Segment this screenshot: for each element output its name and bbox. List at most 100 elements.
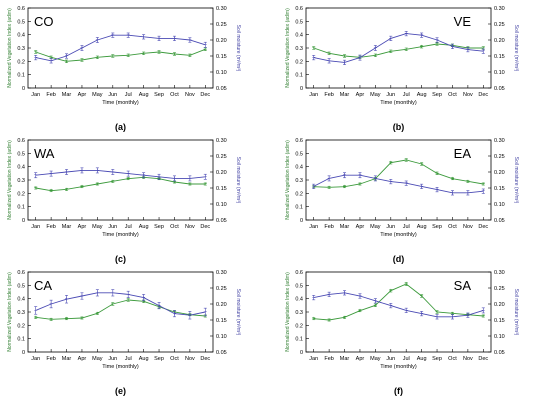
chart-ca-right-axis-label: Soil moisture (m³/m³) [235,289,241,336]
chart-ve-series-soil-line [313,33,484,63]
chart-ea-series-ndvi-point: + [358,182,362,188]
chart-ve-right-tick-label: 0.25 [494,22,505,28]
chart-co-series-ndvi-point: + [111,54,115,60]
chart-ea-x-tick-label: Mar [340,224,350,230]
chart-sa-left-tick-label: 0.1 [295,337,303,343]
chart-ea-series-soil-point: + [435,188,439,194]
chart-co-series-soil-point: + [34,56,38,62]
chart-ea-x-tick-label: Jan [309,224,318,230]
chart-ca-left-tick-label: 0.4 [17,297,25,303]
chart-wa-series-soil-point: + [126,172,130,178]
chart-wa-x-tick-label: Jul [125,224,132,230]
chart-ea-x-tick-label: Jul [403,224,410,230]
chart-sa-right-tick-label: 0.20 [494,302,505,308]
chart-ea-left-tick-label: 0.6 [295,138,303,144]
chart-sa-series-soil-point: + [374,299,378,305]
chart-ve-x-tick-label: Jun [386,92,395,98]
chart-co-left-tick-label: 0.5 [17,19,25,25]
chart-ea-x-tick-label: Sep [432,224,442,230]
chart-sa-x-tick-label: Nov [463,356,473,362]
chart-co-series-ndvi-point: + [204,47,208,53]
chart-sa-series-soil-point: + [358,294,362,300]
chart-wa-caption: (c) [115,254,126,264]
chart-sa-x-tick-label: May [370,356,381,362]
chart-ea-left-tick-label: 0 [300,218,303,224]
chart-ve-left-tick-label: 0.3 [295,46,303,52]
chart-co-x-tick-label: Dec [200,92,210,98]
chart-ve-right-tick-label: 0.30 [494,6,505,12]
chart-wa-series-soil-point: + [80,168,84,174]
chart-sa-region-label: SA [454,278,472,293]
chart-wa-series-soil-point: + [49,172,53,178]
chart-co-series-ndvi-point: + [65,59,69,65]
chart-ea-x-tick-label: Feb [324,224,333,230]
chart-sa-series-soil-point: + [404,308,408,314]
chart-wa-x-tick-label: Dec [200,224,210,230]
chart-wa-series-ndvi-point: + [173,180,177,186]
chart-co-series-ndvi-point: + [188,53,192,59]
chart-co-right-tick-label: 0.20 [216,38,227,44]
chart-ea-series-soil-point: + [343,173,347,179]
chart-ea-x-tick-label: May [370,224,381,230]
chart-sa-left-tick-label: 0 [300,350,303,356]
chart-sa-x-tick-label: Feb [324,356,333,362]
chart-wa-series-soil-point: + [173,176,177,182]
chart-ca-series-soil-point: + [80,294,84,300]
chart-co-series-soil-point: + [204,43,208,49]
chart-ve-series-soil-point: + [374,46,378,52]
chart-ve-left-tick-label: 0 [300,86,303,92]
chart-sa-right-tick-label: 0.15 [494,318,505,324]
chart-co-x-tick-label: Aug [139,92,149,98]
chart-co-left-tick-label: 0.3 [17,46,25,52]
chart-co-series-soil-point: + [173,36,177,42]
chart-wa-x-tick-label: May [92,224,103,230]
chart-ea-series-soil-point: + [374,176,378,182]
chart-wa-left-tick-label: 0.2 [17,191,25,197]
chart-ea-x-axis-label: Time (monthly) [380,232,417,238]
chart-wa-left-tick-label: 0.5 [17,151,25,157]
chart-ea-x-tick-label: Apr [356,224,365,230]
chart-ea-left-tick-label: 0.1 [295,205,303,211]
chart-ea-series-ndvi-line [313,159,484,188]
chart-ca-right-tick-label: 0.05 [216,350,227,356]
chart-ve-x-tick-label: Jan [309,92,318,98]
chart-ea-series-soil-point: + [466,191,470,197]
chart-sa-x-tick-label: Oct [448,356,457,362]
chart-wa-series-ndvi-point: + [157,177,161,183]
chart-wa-series-ndvi-point: + [188,182,192,188]
chart-co-right-tick-label: 0.05 [216,86,227,92]
chart-ve-region-label: VE [454,14,472,29]
chart-ca-x-tick-label: Dec [200,356,210,362]
chart-ea-right-tick-label: 0.20 [494,170,505,176]
chart-ca-left-tick-label: 0.1 [17,337,25,343]
chart-ve-series-soil-point: + [343,60,347,66]
chart-wa-series-soil-point: + [96,168,100,174]
chart-co-series-soil-point: + [111,33,115,39]
chart-co-series-soil-point: + [80,46,84,52]
chart-ea-series-ndvi-point: + [466,179,470,185]
chart-ca-x-tick-label: Sep [154,356,164,362]
chart-wa-series-ndvi-point: + [111,179,115,185]
chart-ca-series-soil-point: + [96,291,100,297]
chart-wa-left-tick-label: 0.1 [17,205,25,211]
chart-ve-series-ndvi-point: + [312,46,316,52]
chart-ea-series-soil-point: + [451,191,455,197]
chart-ea-series-soil-line [313,174,484,194]
chart-wa-x-tick-label: Apr [78,224,87,230]
chart-ve-x-tick-label: Jul [403,92,410,98]
chart-ve-right-tick-label: 0.05 [494,86,505,92]
chart-ea-series-ndvi-point: + [404,158,408,164]
chart-ve-x-tick-label: Sep [432,92,442,98]
chart-ca-series-ndvi-point: + [49,317,53,323]
chart-ve-right-tick-label: 0.20 [494,38,505,44]
chart-ve-series-ndvi-point: + [420,45,424,51]
chart-sa-x-tick-label: Jun [386,356,395,362]
chart-wa-left-tick-label: 0 [22,218,25,224]
chart-sa-series-ndvi-point: + [420,294,424,300]
chart-co-series-soil-point: + [157,36,161,42]
chart-co-right-axis-label: Soil moisture (m³/m³) [235,25,241,72]
chart-wa-x-tick-label: Feb [46,224,55,230]
chart-ve-series-ndvi-point: + [435,42,439,48]
chart-sa-series-ndvi-point: + [482,314,486,320]
chart-sa-series-ndvi-point: + [343,315,347,321]
